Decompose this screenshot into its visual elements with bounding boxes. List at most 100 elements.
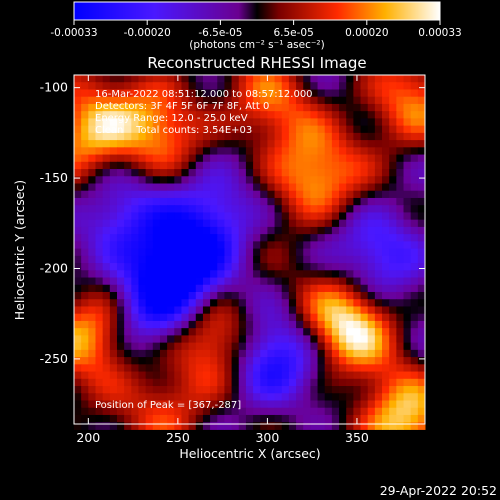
- heatmap-cell: [353, 270, 362, 279]
- heatmap-cell: [102, 414, 111, 423]
- heatmap-cell: [124, 226, 132, 235]
- heatmap-cell: [417, 190, 426, 199]
- heatmap-cell: [389, 111, 397, 119]
- heatmap-cell: [317, 205, 326, 213]
- heatmap-cell: [188, 414, 197, 423]
- heatmap-cell: [374, 371, 383, 380]
- heatmap-cell: [131, 197, 139, 206]
- heatmap-cell: [224, 313, 233, 322]
- heatmap-cell: [403, 190, 412, 199]
- heatmap-cell: [181, 161, 190, 170]
- heatmap-cell: [224, 82, 233, 90]
- heatmap-cell: [145, 248, 154, 257]
- heatmap-cell: [210, 422, 218, 430]
- heatmap-cell: [138, 277, 147, 286]
- heatmap-cell: [195, 219, 204, 228]
- heatmap-cell: [374, 378, 383, 387]
- heatmap-cell: [346, 205, 354, 213]
- heatmap-cell: [74, 96, 82, 105]
- heatmap-cell: [245, 371, 254, 380]
- heatmap-cell: [410, 320, 419, 329]
- heatmap-cell: [174, 234, 182, 242]
- heatmap-cell: [260, 212, 268, 221]
- heatmap-cell: [238, 132, 247, 141]
- heatmap-cell: [174, 378, 182, 387]
- heatmap-cell: [217, 89, 225, 98]
- heatmap-cell: [202, 364, 211, 373]
- heatmap-cell: [95, 161, 104, 170]
- heatmap-cell: [310, 407, 319, 416]
- heatmap-cell: [417, 248, 426, 257]
- heatmap-cell: [88, 132, 96, 141]
- heatmap-cell: [382, 118, 390, 127]
- heatmap-cell: [74, 299, 82, 307]
- heatmap-cell: [210, 328, 218, 336]
- heatmap-cell: [281, 111, 290, 119]
- heatmap-cell: [74, 357, 82, 365]
- heatmap-cell: [417, 313, 426, 322]
- heatmap-cell: [138, 407, 147, 416]
- heatmap-cell: [109, 255, 118, 264]
- heatmap-cell: [382, 299, 390, 307]
- heatmap-cell: [202, 75, 211, 83]
- heatmap-cell: [253, 386, 261, 394]
- heatmap-cell: [296, 335, 304, 344]
- heatmap-cell: [109, 125, 118, 134]
- heatmap-cell: [274, 147, 283, 156]
- heatmap-cell: [145, 386, 154, 394]
- heatmap-cell: [303, 226, 311, 235]
- heatmap-cell: [382, 364, 390, 373]
- heatmap-cell: [210, 190, 218, 199]
- heatmap-cell: [403, 169, 412, 177]
- heatmap-cell: [210, 335, 218, 344]
- heatmap-cell: [389, 270, 397, 279]
- heatmap-cell: [210, 147, 218, 156]
- heatmap-cell: [403, 125, 412, 134]
- heatmap-cell: [238, 414, 247, 423]
- heatmap-cell: [339, 219, 347, 228]
- heatmap-cell: [331, 82, 340, 90]
- heatmap-cell: [152, 400, 161, 409]
- heatmap-cell: [281, 132, 290, 141]
- heatmap-cell: [396, 277, 405, 286]
- heatmap-cell: [396, 364, 405, 373]
- heatmap-cell: [374, 263, 383, 271]
- heatmap-cell: [188, 306, 197, 315]
- heatmap-cell: [296, 219, 304, 228]
- heatmap-cell: [181, 291, 190, 300]
- heatmap-cell: [231, 277, 240, 286]
- heatmap-cell: [403, 313, 412, 322]
- heatmap-cell: [131, 357, 139, 365]
- colorbar-tick-label: 0.00033: [418, 27, 461, 39]
- heatmap-cell: [124, 349, 132, 358]
- heatmap-cell: [310, 270, 319, 279]
- heatmap-cell: [253, 219, 261, 228]
- heatmap-cell: [224, 241, 233, 250]
- heatmap-cell: [159, 219, 168, 228]
- heatmap-cell: [210, 132, 218, 141]
- heatmap-cell: [310, 364, 319, 373]
- heatmap-cell: [116, 364, 125, 373]
- heatmap-cell: [188, 299, 197, 307]
- heatmap-cell: [195, 313, 204, 322]
- heatmap-cell: [74, 263, 82, 271]
- annotation-detectors: Detectors: 3F 4F 5F 6F 7F 8F, Att 0: [95, 101, 269, 112]
- heatmap-cell: [181, 248, 190, 257]
- heatmap-cell: [210, 96, 218, 105]
- heatmap-cell: [245, 400, 254, 409]
- heatmap-cell: [288, 422, 297, 430]
- heatmap-cell: [374, 407, 383, 416]
- heatmap-cell: [389, 190, 397, 199]
- heatmap-cell: [339, 140, 347, 148]
- heatmap-cell: [260, 169, 268, 177]
- heatmap-cell: [102, 103, 111, 112]
- heatmap-cell: [181, 212, 190, 221]
- heatmap-cell: [202, 255, 211, 264]
- heatmap-cell: [346, 378, 354, 387]
- heatmap-cell: [238, 75, 247, 83]
- heatmap-cell: [339, 197, 347, 206]
- heatmap-cell: [367, 386, 376, 394]
- heatmap-cell: [374, 82, 383, 90]
- heatmap-cell: [181, 255, 190, 264]
- heatmap-cell: [331, 291, 340, 300]
